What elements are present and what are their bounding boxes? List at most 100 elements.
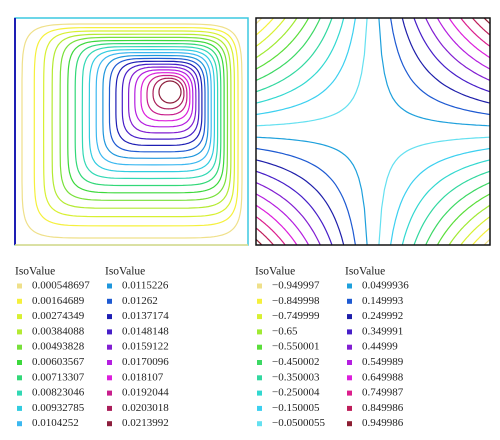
contour xyxy=(378,136,490,245)
contour xyxy=(74,43,222,187)
legend-label: 0.549989 xyxy=(362,356,404,368)
legend-label: 0.0170096 xyxy=(122,356,169,368)
legend-label: 0.0203018 xyxy=(122,402,169,414)
legend-label: −0.550001 xyxy=(272,341,319,353)
legend-label: 0.949986 xyxy=(362,417,404,429)
contour xyxy=(256,18,321,81)
legend-label: −0.65 xyxy=(272,325,298,337)
legend-swatch xyxy=(17,298,22,304)
legend-swatch xyxy=(107,390,112,396)
contour xyxy=(33,27,239,227)
legend-label: 0.749987 xyxy=(362,387,404,399)
legend-label: 0.00384088 xyxy=(32,325,85,337)
legend-swatch xyxy=(17,344,22,350)
contour xyxy=(472,18,490,36)
legend-label: 0.01262 xyxy=(122,295,158,307)
contour xyxy=(256,18,274,36)
legend-swatch xyxy=(17,390,22,396)
legend-swatch xyxy=(257,390,262,396)
contour xyxy=(425,182,490,245)
legend-label: 0.00493828 xyxy=(32,341,85,353)
legend-label: 0.849986 xyxy=(362,402,404,414)
legend-label: 0.00603567 xyxy=(32,356,85,368)
contour xyxy=(256,238,263,245)
legend-swatch xyxy=(347,283,352,289)
legend-label: 0.00164689 xyxy=(32,295,85,307)
legend-label: −0.250004 xyxy=(272,387,320,399)
legend-swatch xyxy=(107,344,112,350)
contour xyxy=(413,170,490,245)
contour xyxy=(88,48,215,173)
contour xyxy=(460,216,490,245)
legend-swatch xyxy=(347,375,352,381)
contour xyxy=(42,30,235,218)
contour xyxy=(121,63,200,140)
legend-swatch xyxy=(107,421,112,427)
legend-swatch xyxy=(17,421,22,427)
contour xyxy=(256,18,345,104)
legend-label: 0.0137174 xyxy=(122,310,169,322)
legend-label: 0.0115226 xyxy=(122,280,169,292)
contour xyxy=(448,204,490,245)
legend-label: 0.000548697 xyxy=(32,280,90,292)
legend-label: −0.150005 xyxy=(272,402,320,414)
contour xyxy=(152,77,185,110)
legend-label: 0.0148148 xyxy=(122,325,169,337)
legend-label: 0.018107 xyxy=(122,371,164,383)
legend-label: 0.0213992 xyxy=(122,417,169,429)
contour xyxy=(256,216,286,245)
legend-label: 0.149993 xyxy=(362,295,404,307)
legend-swatch xyxy=(107,375,112,381)
contour xyxy=(401,18,490,104)
legend-swatch xyxy=(107,298,112,304)
contour xyxy=(256,147,356,245)
legend-swatch xyxy=(17,405,22,411)
legends: IsoValue 0.000548697 0.00164689 0.00274349 0… xyxy=(15,266,409,430)
contour xyxy=(390,147,490,245)
legend-swatch xyxy=(17,375,22,381)
legend-label: −0.749999 xyxy=(272,310,320,322)
contour xyxy=(102,54,209,159)
contour xyxy=(472,227,490,245)
legend-swatch xyxy=(17,314,22,320)
legend-label: 0.44999 xyxy=(362,341,398,353)
contour xyxy=(256,182,321,245)
contour xyxy=(134,69,194,128)
contour xyxy=(256,159,345,245)
contour xyxy=(256,18,333,93)
legend-swatch xyxy=(257,298,262,304)
contour xyxy=(256,193,310,245)
contour xyxy=(128,66,197,134)
legend-swatch xyxy=(17,283,22,289)
legend-label: 0.0159122 xyxy=(122,341,169,353)
legend-label: 0.00713307 xyxy=(32,371,85,383)
contour xyxy=(448,18,490,59)
legend-label: 0.649988 xyxy=(362,371,404,383)
legend-swatch xyxy=(257,375,262,381)
contour xyxy=(425,18,490,81)
contour xyxy=(413,18,490,93)
legend-swatch xyxy=(347,360,352,365)
contour xyxy=(483,18,490,25)
right-frame xyxy=(255,17,491,246)
legend-swatch xyxy=(257,360,262,365)
contour xyxy=(256,18,263,25)
contour xyxy=(256,170,333,245)
contour xyxy=(59,36,229,201)
legend-title: IsoValue xyxy=(15,266,55,278)
legend-swatch xyxy=(347,314,352,320)
legend-label: 0.249992 xyxy=(362,310,403,322)
legend-label: 0.0104252 xyxy=(32,417,79,429)
legend-swatch xyxy=(107,405,112,411)
contour xyxy=(21,23,243,239)
contour xyxy=(81,45,219,180)
legend-label: 0.0499936 xyxy=(362,280,409,292)
contour xyxy=(436,18,490,70)
contour xyxy=(378,18,490,127)
legend-swatch xyxy=(347,344,352,350)
legend-label: 0.0192044 xyxy=(122,387,169,399)
legend-title: IsoValue xyxy=(345,266,385,278)
legend-label: −0.949997 xyxy=(272,280,320,292)
legend-label: −0.450002 xyxy=(272,356,319,368)
